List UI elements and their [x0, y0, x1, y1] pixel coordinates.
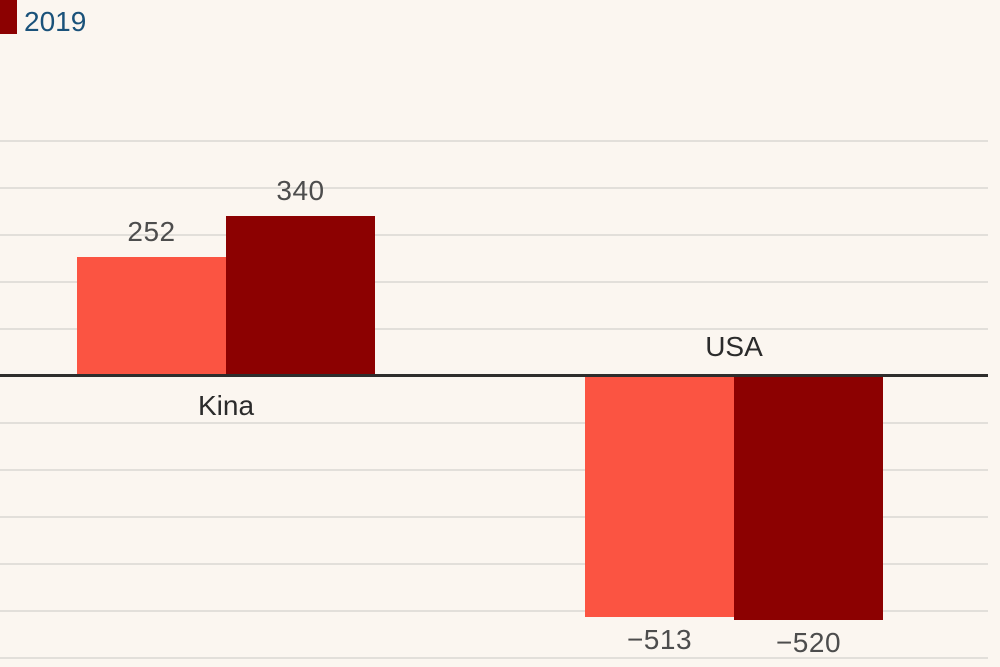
legend-swatch-2019 [0, 0, 17, 34]
bar-kina-series1 [77, 257, 226, 376]
value-label: 252 [127, 216, 176, 248]
gridline [0, 468, 988, 471]
bar-usa-series1 [585, 375, 734, 617]
gridline [0, 186, 988, 189]
gridline [0, 562, 988, 565]
value-label: −513 [626, 623, 693, 655]
gridline [0, 656, 988, 659]
gridline [0, 609, 988, 612]
value-label: 340 [276, 175, 325, 207]
gridline [0, 233, 988, 236]
gridline [0, 515, 988, 518]
category-label-usa: USA [705, 330, 763, 362]
legend: 2019 [0, 0, 86, 37]
gridline [0, 421, 988, 424]
gridline [0, 327, 988, 330]
value-label: −520 [775, 627, 842, 659]
legend-label-2019: 2019 [24, 6, 87, 37]
zero-axis-line [0, 374, 988, 378]
bar-kina-series2 [226, 216, 375, 376]
gridline [0, 139, 988, 142]
category-label-kina: Kina [197, 389, 255, 421]
bar-usa-series2 [734, 375, 883, 621]
gridline [0, 280, 988, 283]
